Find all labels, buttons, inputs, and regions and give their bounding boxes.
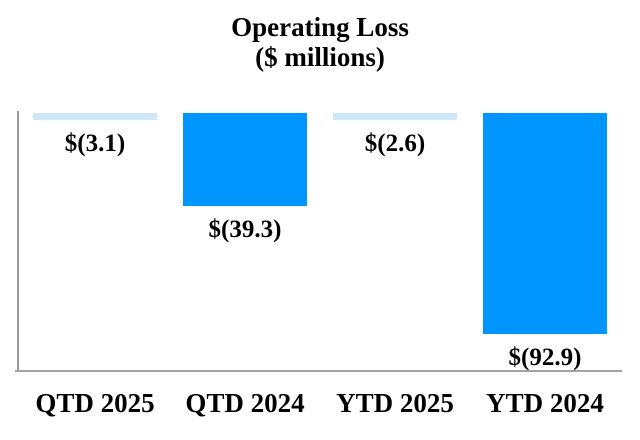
category-axis: QTD 2025 QTD 2024 YTD 2025 YTD 2024 <box>0 388 640 422</box>
bar-slot: $(3.1) <box>33 113 157 371</box>
bar-value-label: $(3.1) <box>64 130 126 157</box>
category-label-ytd-2025: YTD 2025 <box>336 388 454 418</box>
chart-title: Operating Loss ($ millions) <box>0 12 640 72</box>
bar-value-label: $(39.3) <box>208 216 282 243</box>
bar-slot: $(92.9) <box>483 113 607 371</box>
bars-container: $(3.1) $(39.3) $(2.6) $(92.9) <box>0 113 640 371</box>
chart-title-line1: Operating Loss <box>231 12 409 42</box>
category-label-qtd-2025: QTD 2025 <box>35 388 155 418</box>
bar-ytd-2025 <box>333 113 457 120</box>
y-axis-line <box>17 111 19 372</box>
category-label-ytd-2024: YTD 2024 <box>486 388 604 418</box>
bar-ytd-2024 <box>483 113 607 334</box>
bar-value-label: $(2.6) <box>364 130 426 157</box>
bar-qtd-2025 <box>33 113 157 120</box>
chart-title-line2: ($ millions) <box>255 42 385 72</box>
bar-value-label: $(92.9) <box>508 344 582 371</box>
bar-qtd-2024 <box>183 113 307 206</box>
category-label-qtd-2024: QTD 2024 <box>185 388 305 418</box>
x-axis-baseline <box>15 370 622 372</box>
bar-slot: $(2.6) <box>333 113 457 371</box>
bar-slot: $(39.3) <box>183 113 307 371</box>
